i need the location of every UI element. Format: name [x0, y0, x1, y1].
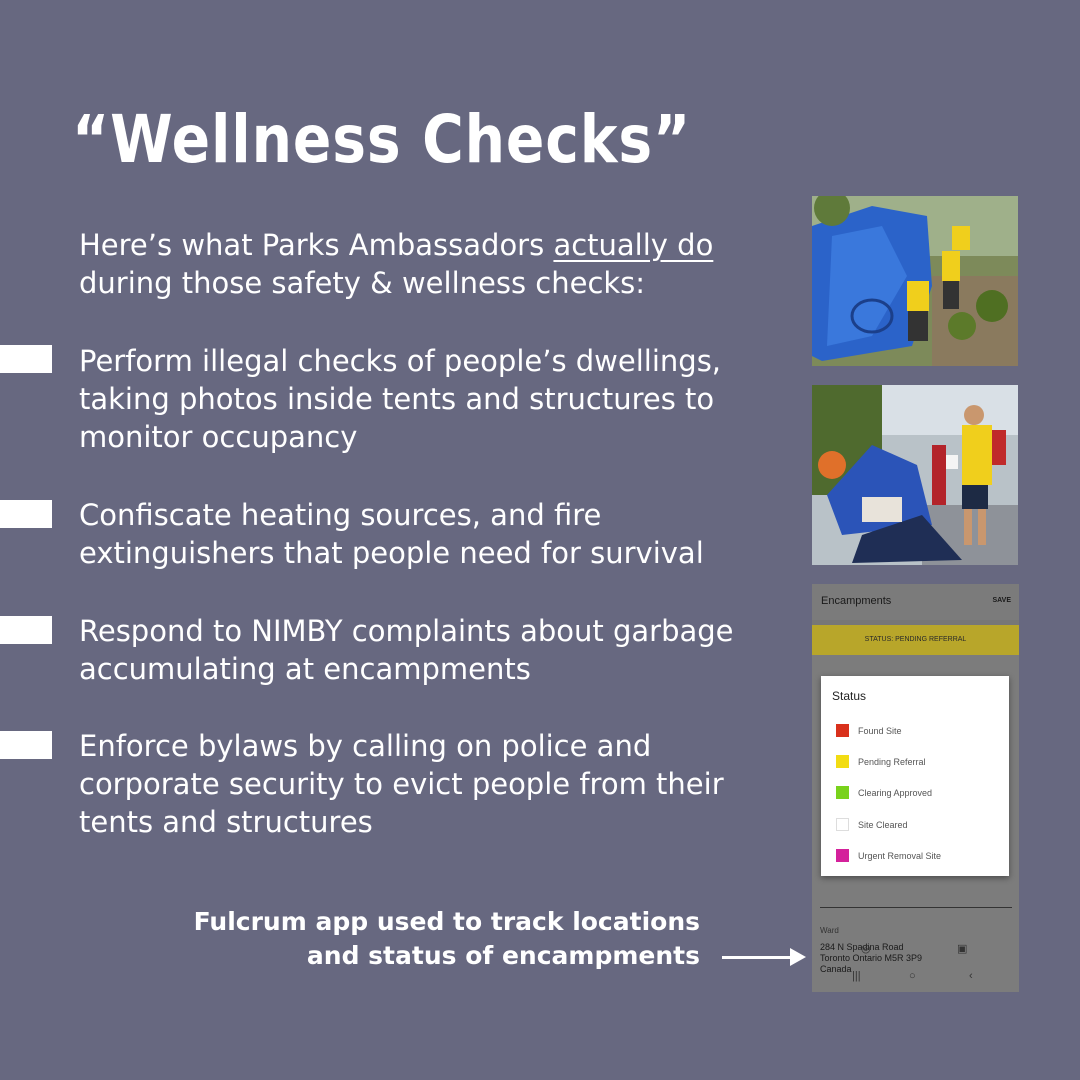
status-option-label: Clearing Approved: [858, 788, 933, 798]
arrow-right-icon: [790, 948, 806, 966]
status-option-label: Found Site: [858, 726, 902, 736]
address-line: 284 N Spadina Road: [820, 942, 904, 952]
status-swatch: [836, 724, 849, 737]
status-banner-text: STATUS: PENDING REFERRAL: [864, 636, 967, 643]
app-caption: Fulcrum app used to track locations and …: [180, 905, 700, 973]
status-option-label: Urgent Removal Site: [858, 851, 942, 861]
gallery-icon[interactable]: ▣: [957, 943, 968, 955]
home-icon[interactable]: ○: [909, 970, 916, 982]
bottom-toolbar: ◎ ▣: [812, 939, 1019, 963]
status-option-label: Site Cleared: [858, 820, 908, 830]
address-line: Canada: [820, 964, 852, 974]
fulcrum-app-screenshot: Encampments SAVE STATUS: PENDING REFERRA…: [812, 584, 1019, 992]
back-icon[interactable]: ‹: [969, 970, 973, 982]
status-swatch: [836, 849, 849, 862]
status-dialog: Status Found Site Pending Referral Clear…: [821, 676, 1009, 876]
caption-line-1: Fulcrum app used to track locations: [193, 907, 700, 936]
page-title: “Wellness Checks”: [72, 101, 692, 178]
arrow-shaft: [722, 956, 794, 959]
status-swatch: [836, 755, 849, 768]
status-swatch: [836, 818, 849, 831]
bullet-marker: [0, 731, 52, 759]
bullet-marker: [0, 345, 52, 373]
field-divider: [820, 907, 1012, 908]
save-button[interactable]: SAVE: [992, 597, 1011, 604]
status-banner: STATUS: PENDING REFERRAL: [812, 625, 1019, 655]
status-swatch: [836, 786, 849, 799]
intro-text: Here’s what Parks Ambassadors actually d…: [79, 226, 779, 302]
bullet-item-3: Respond to NIMBY complaints about garbag…: [79, 614, 734, 686]
ward-label: Ward: [820, 926, 839, 935]
bullet-item-1: Perform illegal checks of people’s dwell…: [79, 344, 722, 454]
location-icon[interactable]: ◎: [861, 943, 871, 955]
recent-apps-icon[interactable]: |||: [852, 970, 861, 982]
intro-emphasis: actually do: [553, 228, 714, 262]
caption-line-2: and status of encampments: [306, 941, 700, 970]
dialog-title: Status: [832, 689, 867, 703]
app-title: Encampments: [821, 595, 892, 607]
app-bar: Encampments SAVE: [812, 584, 1019, 620]
address-line: Toronto Ontario M5R 3P9: [820, 953, 923, 963]
bullet-item-2: Confiscate heating sources, and fire ext…: [79, 498, 704, 570]
intro-before: Here’s what Parks Ambassadors: [79, 228, 554, 262]
system-nav-bar: ||| ○ ‹: [812, 966, 1019, 988]
address-block: 284 N Spadina Road Toronto Ontario M5R 3…: [820, 942, 922, 975]
bullet-marker: [0, 616, 52, 644]
intro-after: during those safety & wellness checks:: [79, 266, 646, 300]
bullet-item-4: Enforce bylaws by calling on police and …: [79, 729, 724, 839]
status-option-label: Pending Referral: [858, 757, 926, 767]
ambassador-photo: [812, 385, 1018, 565]
bullet-marker: [0, 500, 52, 528]
tent-photo: [812, 196, 1018, 366]
